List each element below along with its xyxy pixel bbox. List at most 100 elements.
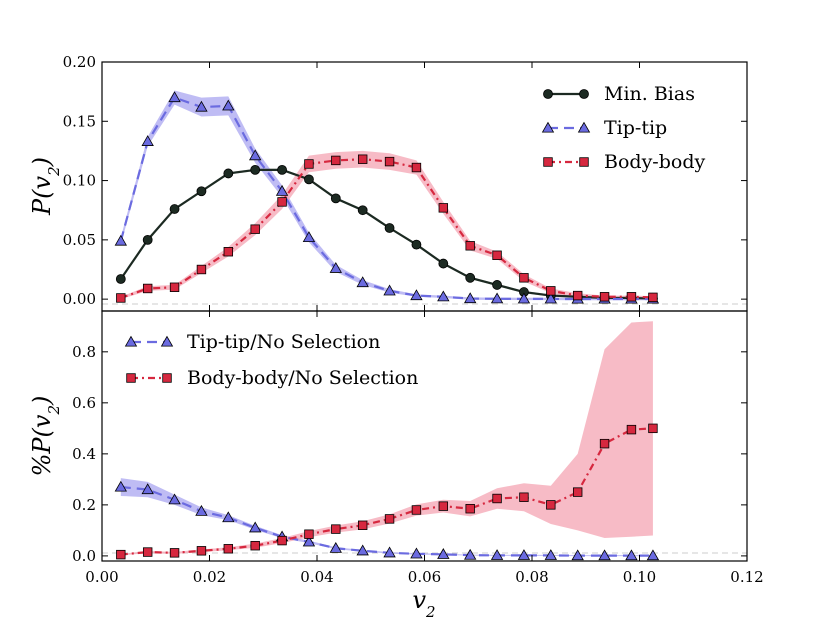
tip-tip-no-selection-point: [490, 549, 504, 560]
y-tick-label: 0.0: [72, 547, 96, 565]
tip-tip-no-selection-point: [544, 549, 558, 560]
tip-tip-no-selection-point: [517, 549, 531, 560]
tip-tip-point: [168, 91, 181, 103]
body-body-point: [331, 155, 341, 166]
y-tick-label: 0.20: [63, 53, 96, 71]
body-body-point: [304, 159, 314, 169]
body-body-point: [277, 197, 287, 207]
tip-tip-no-selection-point: [114, 480, 128, 492]
tip-tip-no-selection-point: [383, 546, 396, 558]
top-legend: Min. Bias Tip-tip Body-body: [541, 83, 705, 173]
body-body-no-selection-point: [546, 500, 556, 510]
body-body-no-selection-point: [465, 504, 475, 514]
min-bias-point: [304, 174, 314, 185]
tip-tip-point: [490, 292, 504, 304]
y-tick-label: 0.15: [63, 112, 96, 130]
legend-marker-body-body: [579, 157, 589, 167]
x-tick-label: 0.08: [515, 568, 548, 586]
body-body-point: [250, 224, 260, 234]
y-tick-label: 0.05: [63, 231, 96, 249]
y-tick-label: 0.8: [72, 343, 96, 361]
tip-tip-no-selection-point: [168, 493, 181, 505]
body-body-point: [169, 282, 180, 292]
min-bias-point: [142, 234, 153, 245]
tip-tip-point: [463, 292, 477, 304]
top-panel: 0.00 0.05 0.10 0.15 0.20 P(v2) Min. Bias Tip-…: [28, 53, 748, 311]
legend-label-tip-tip: Tip-tip: [604, 117, 667, 139]
min-bias-point: [465, 272, 476, 283]
tip-tip-point: [275, 184, 289, 196]
body-body-no-selection-point: [169, 548, 180, 558]
legend-label-body-body: Body-body: [604, 151, 705, 173]
tip-tip-point: [195, 100, 208, 112]
min-bias-point: [223, 168, 234, 179]
tip-tip-no-selection-point: [356, 544, 369, 556]
body-body-no-selection-point: [572, 487, 583, 497]
body-body-point: [142, 283, 153, 294]
legend-marker-tip-tip-no-selection: [160, 335, 174, 347]
legend-label-tip-tip-no-selection: Tip-tip/No Selection: [187, 331, 380, 353]
tip-tip-no-selection-point: [463, 548, 477, 560]
body-body-no-selection-point: [599, 438, 610, 449]
legend-label-min-bias: Min. Bias: [604, 83, 695, 105]
tip-tip-no-selection-point: [410, 547, 423, 559]
body-body-no-selection-point: [196, 546, 207, 556]
bottom-legend: Tip-tip/No Selection Body-body/No Selecti…: [124, 331, 418, 389]
y-tick-label: 0.10: [63, 172, 96, 190]
body-body-point: [599, 292, 610, 302]
tip-tip-no-selection-point: [141, 483, 154, 495]
body-body-point: [223, 247, 234, 257]
tip-tip-point: [141, 135, 154, 146]
body-body-point: [196, 264, 207, 275]
min-bias-point: [196, 186, 207, 197]
body-body-no-selection-point: [357, 520, 368, 530]
body-body-point: [519, 273, 529, 283]
tip-tip-point: [222, 99, 235, 111]
min-bias-point: [330, 193, 341, 204]
tip-tip-no-selection-point: [571, 549, 584, 561]
tip-tip-point: [517, 292, 531, 304]
body-body-point: [465, 241, 475, 251]
min-bias-point: [411, 239, 422, 250]
body-body-no-selection-point: [250, 540, 260, 551]
tip-tip-point: [114, 234, 128, 246]
body-body-point: [572, 290, 583, 301]
body-body-point: [546, 286, 556, 296]
body-body-no-selection-point: [492, 493, 502, 504]
body-body-no-selection-point: [626, 424, 637, 435]
body-body-point: [492, 250, 502, 260]
body-body-point: [411, 162, 422, 173]
tip-tip-no-selection-point: [437, 548, 450, 559]
x-tick-label: 0.10: [623, 568, 656, 586]
body-body-no-selection-point: [384, 514, 395, 524]
body-body-no-selection-point: [223, 544, 234, 554]
min-bias-point: [169, 204, 180, 214]
legend-marker-body-body: [543, 157, 553, 167]
bottom-panel: 0.0 0.2 0.4 0.6 0.8 0.00 0.02 0.04 0.06 0.08 0.10…: [28, 311, 764, 621]
legend-marker-min-bias: [579, 89, 589, 99]
legend-marker-body-body-no-selection: [126, 373, 136, 383]
y-tick-label: 0.2: [72, 496, 96, 514]
legend-label-body-body-no-selection: Body-body/No Selection: [187, 367, 418, 389]
min-bias-point: [277, 164, 287, 175]
x-tick-label: 0.06: [408, 568, 441, 586]
legend-marker-tip-tip-no-selection: [124, 335, 138, 347]
tip-tip-point: [437, 290, 450, 302]
bottom-y-axis-label: %P(v2): [28, 396, 63, 477]
min-bias-point: [357, 205, 368, 216]
body-body-point: [384, 156, 395, 167]
body-body-no-selection-point: [438, 501, 449, 511]
tip-tip-no-selection-point: [329, 541, 343, 553]
legend-marker-body-body-no-selection: [162, 373, 172, 383]
x-tick-label: 0.02: [193, 568, 226, 586]
body-body-point: [116, 293, 126, 303]
tip-tip-point: [544, 292, 558, 304]
legend-marker-min-bias: [543, 89, 553, 99]
body-body-point: [357, 154, 368, 164]
y-tick-label: 0.00: [63, 290, 96, 308]
tip-tip-point: [329, 262, 343, 273]
tip-tip-point: [383, 284, 396, 296]
tip-tip-point: [302, 231, 316, 243]
top-y-axis-label: P(v2): [28, 157, 63, 216]
